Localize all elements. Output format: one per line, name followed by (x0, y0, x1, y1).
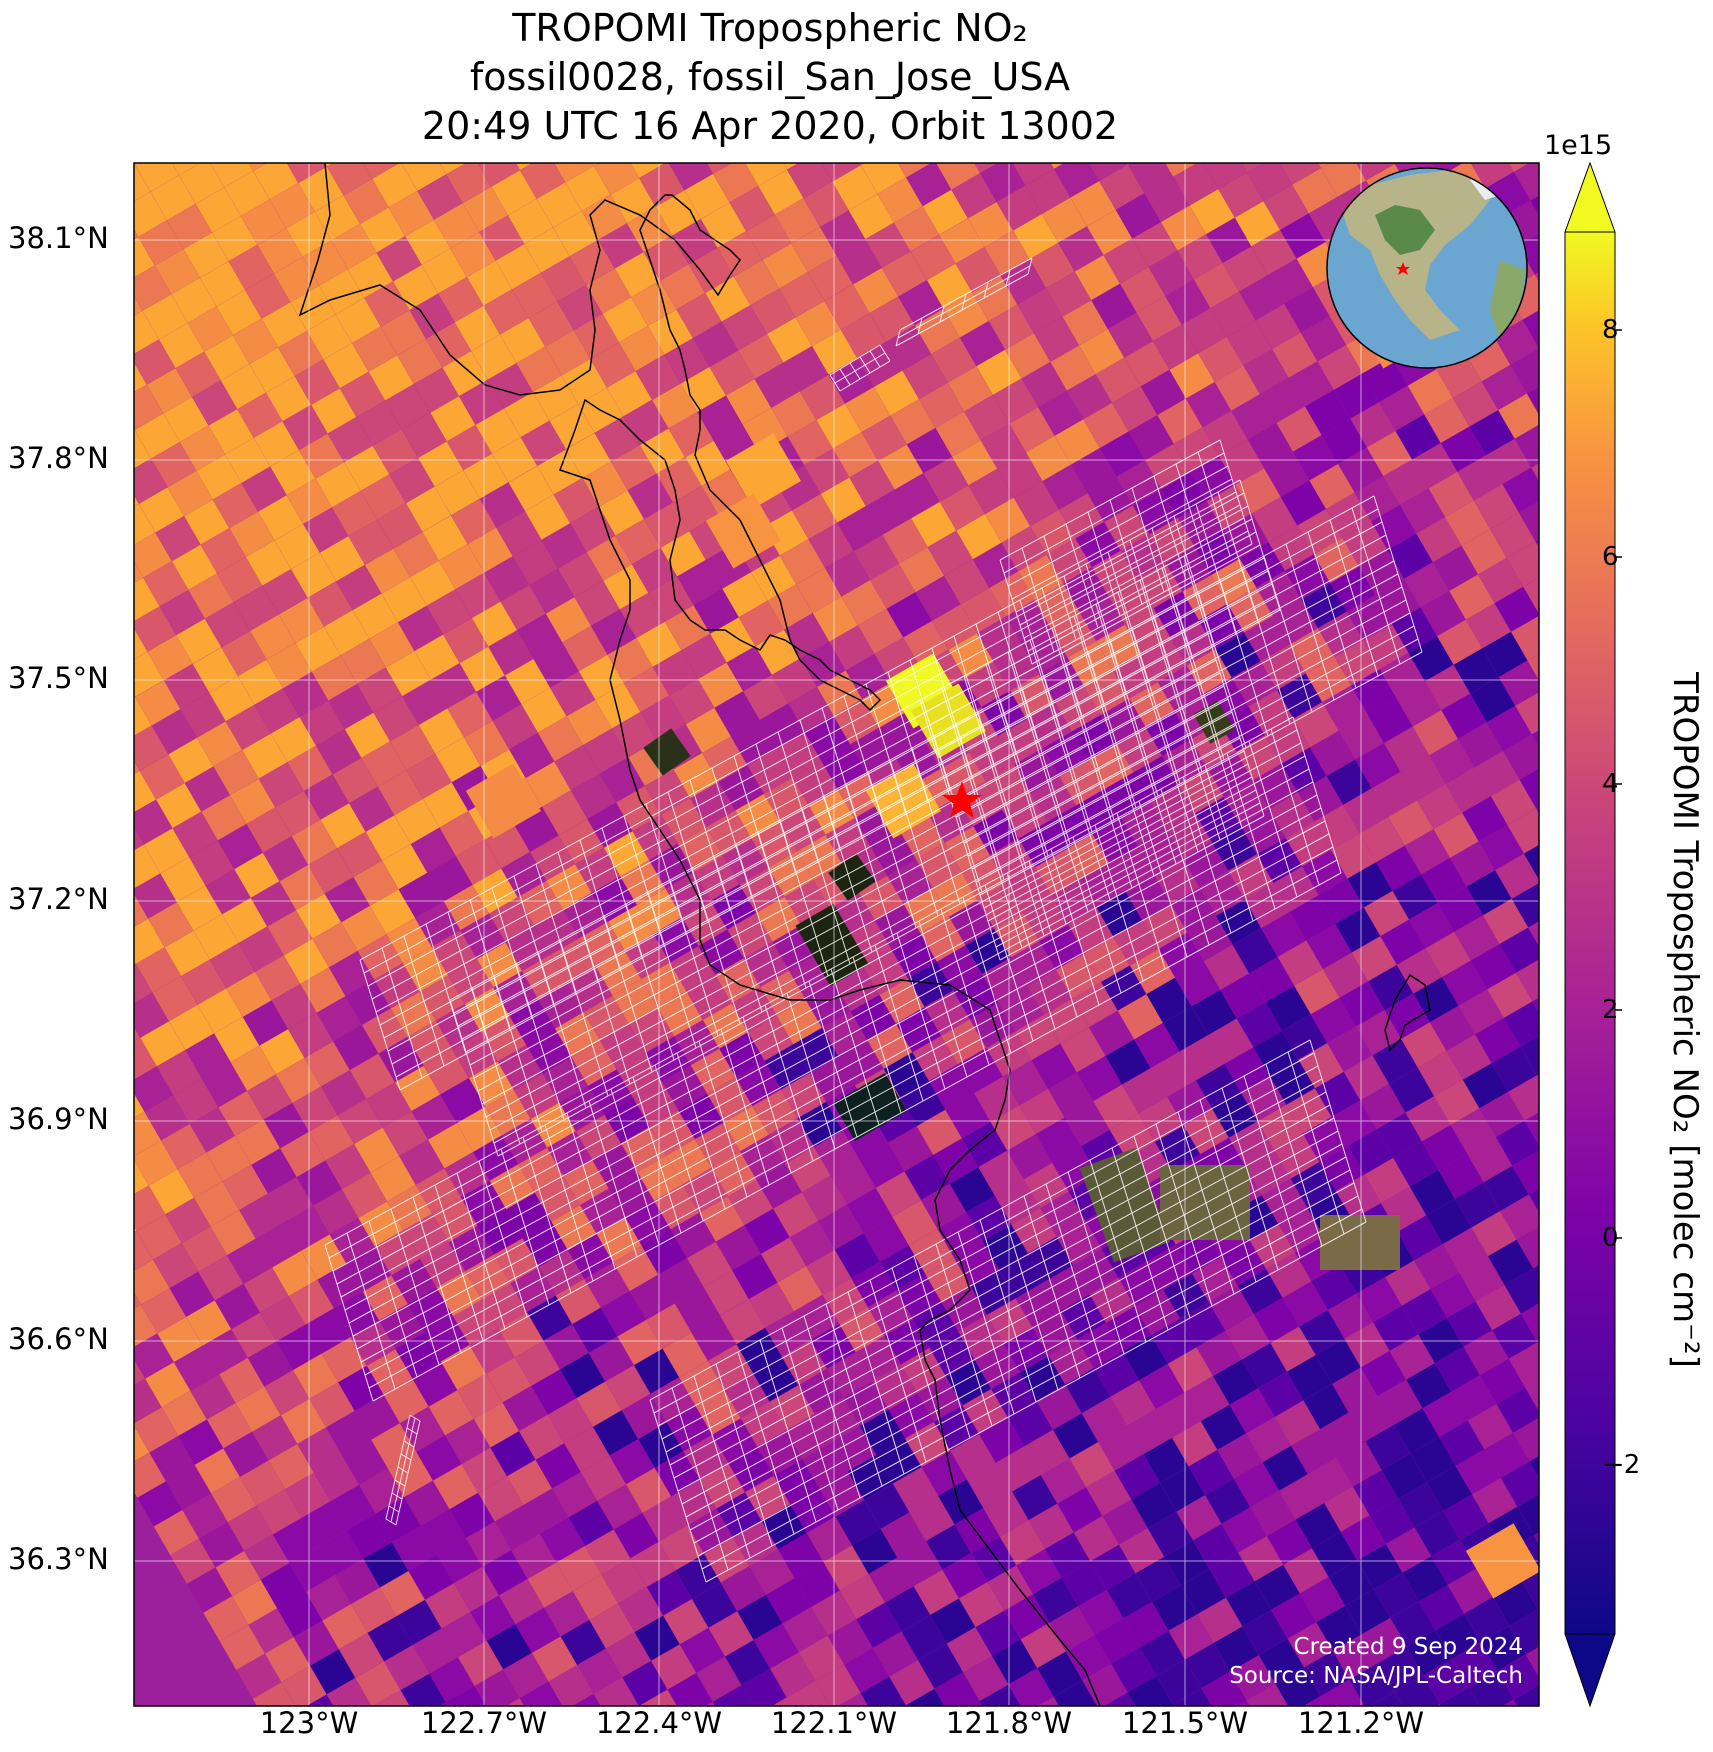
colorbar-tick-label: 0 (1602, 1223, 1619, 1253)
lon-tick-label: 123°W (259, 1706, 359, 1740)
colorbar-tick-label: −2 (1602, 1450, 1641, 1480)
lat-tick-label: 37.5°N (8, 661, 109, 695)
lon-tick-label: 122.1°W (770, 1706, 898, 1740)
colorbar (1564, 161, 1622, 1708)
globe-location-star (1396, 262, 1410, 275)
lat-tick-label: 36.6°N (8, 1322, 109, 1356)
lat-tick-label: 37.2°N (8, 882, 109, 916)
created-date-credit: Created 9 Sep 2024 (1293, 1634, 1523, 1660)
title-line-3: 20:49 UTC 16 Apr 2020, Orbit 13002 (421, 104, 1119, 148)
colorbar-exponent: 1e15 (1544, 130, 1613, 161)
lat-tick-label: 36.9°N (8, 1102, 109, 1136)
title-line-1: TROPOMI Tropospheric NO₂ (512, 6, 1028, 50)
reservoir-outline (1384, 973, 1431, 1052)
lon-tick-label: 121.2°W (1297, 1706, 1425, 1740)
colorbar-tick-label: 8 (1602, 315, 1619, 345)
colorbar-tick-label: 4 (1602, 769, 1619, 799)
lon-tick-label: 122.4°W (595, 1706, 723, 1740)
lat-tick-label: 37.8°N (8, 441, 109, 475)
lon-tick-label: 121.5°W (1121, 1706, 1249, 1740)
lat-tick-label: 36.3°N (8, 1542, 109, 1576)
inset-globe (1326, 167, 1528, 369)
lat-tick-label: 38.1°N (8, 221, 109, 255)
title-line-2: fossil0028, fossil_San_Jose_USA (469, 55, 1071, 99)
graticule (134, 163, 1539, 1706)
map-frame (133, 162, 1540, 1707)
source-credit: Source: NASA/JPL-Caltech (1229, 1663, 1523, 1689)
coastline (298, 163, 1101, 1706)
no2-pixel-layer (134, 163, 1539, 1706)
colorbar-label: TROPOMI Tropospheric NO₂ [molec cm⁻²] (1665, 672, 1705, 1368)
colorbar-tick-label: 6 (1602, 542, 1619, 572)
lon-tick-label: 122.7°W (420, 1706, 548, 1740)
colorbar-tick-label: 2 (1602, 995, 1619, 1025)
lon-tick-label: 121.8°W (945, 1706, 1073, 1740)
target-star-marker[interactable] (942, 781, 982, 818)
